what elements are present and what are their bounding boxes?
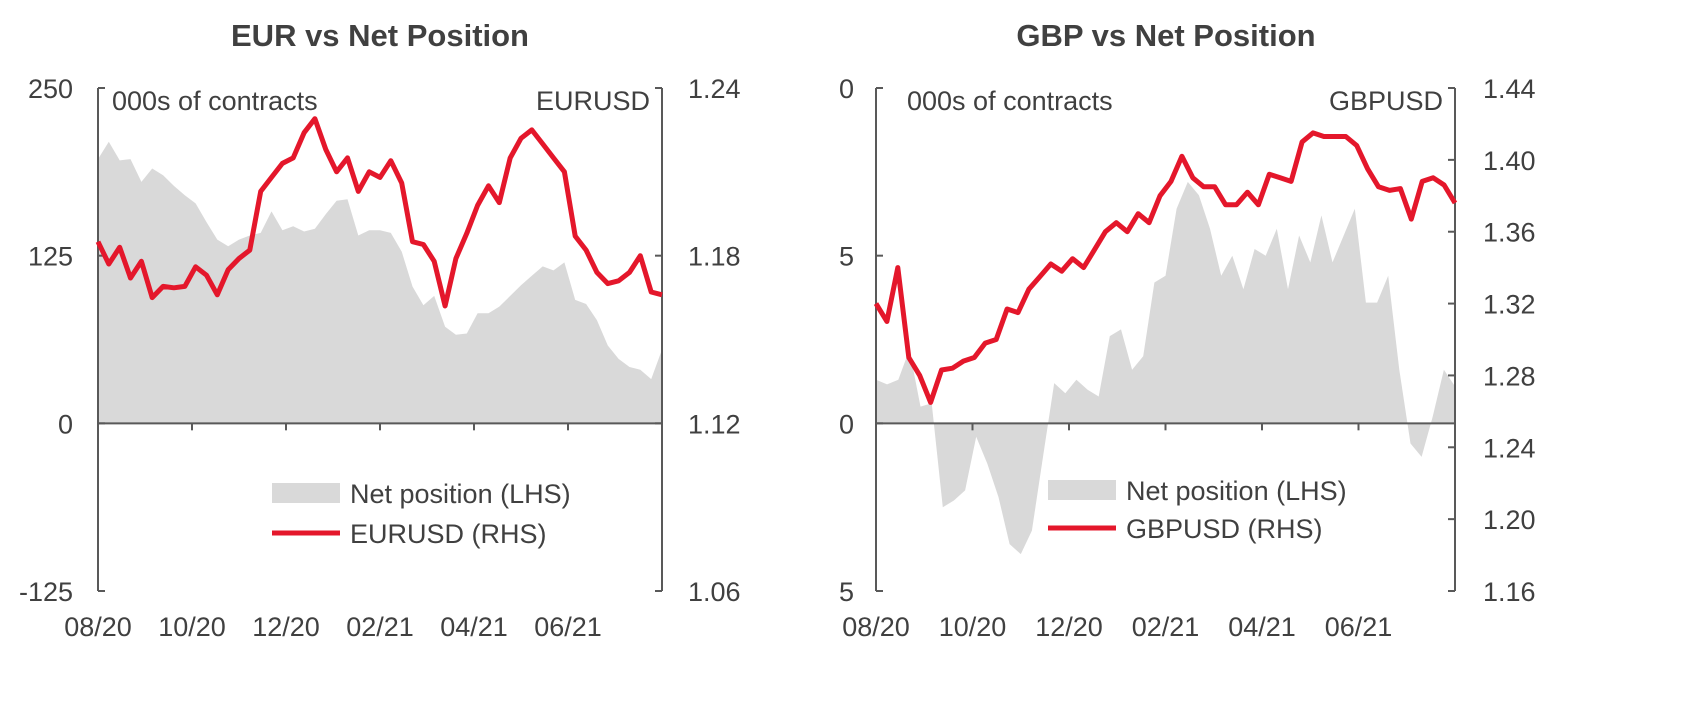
x-tick-label: 12/20 [1035, 612, 1103, 642]
net-position-area [98, 141, 662, 424]
legend-line-label: GBPUSD (RHS) [1126, 514, 1323, 544]
right-tick-label: 1.06 [688, 577, 741, 607]
x-tick-label: 02/21 [346, 612, 414, 642]
left-tick-label: -25 [840, 577, 854, 607]
x-tick-label: 08/20 [64, 612, 132, 642]
gbp-chart-svg: 50 25 0 -25 1.44 1.40 1.36 1.32 1.28 1.24 1.20 1.16… [840, 74, 1536, 642]
x-tick-label: 10/20 [939, 612, 1007, 642]
x-tick-label: 10/20 [158, 612, 226, 642]
right-tick-label: 1.18 [688, 242, 741, 272]
eur-chart-panel: EUR vs Net Position 250 125 0 -125 1.24 1.18 1… [0, 0, 830, 703]
left-tick-label: 250 [28, 74, 73, 104]
x-tick-label: 06/21 [534, 612, 602, 642]
x-tick-label: 08/20 [842, 612, 910, 642]
left-tick-label: 0 [840, 409, 854, 439]
gbp-chart-panel: GBP vs Net Position 50 25 0 -25 1.44 1.40 1.36… [840, 0, 1693, 703]
net-position-area [876, 181, 1455, 555]
right-tick-label: 1.44 [1483, 74, 1536, 104]
legend-area-label: Net position (LHS) [1126, 476, 1347, 506]
left-tick-label: 50 [840, 74, 854, 104]
x-tick-label: 12/20 [252, 612, 320, 642]
legend-line-label: EURUSD (RHS) [350, 519, 547, 549]
left-tick-label: 25 [840, 242, 854, 272]
x-tick-label: 04/21 [440, 612, 508, 642]
legend-area-swatch [1048, 480, 1116, 500]
right-tick-label: 1.40 [1483, 146, 1536, 176]
right-tick-label: 1.24 [1483, 433, 1536, 463]
chart-title: GBP vs Net Position [1016, 18, 1316, 53]
x-tick-label: 04/21 [1228, 612, 1296, 642]
x-tick-label: 06/21 [1325, 612, 1393, 642]
units-label: 000s of contracts [907, 86, 1113, 116]
left-tick-label: 0 [58, 409, 73, 439]
right-tick-label: 1.32 [1483, 290, 1536, 320]
legend-area-label: Net position (LHS) [350, 479, 571, 509]
right-tick-label: 1.20 [1483, 505, 1536, 535]
units-label: 000s of contracts [112, 86, 318, 116]
right-tick-label: 1.36 [1483, 218, 1536, 248]
currency-pair-label: GBPUSD [1329, 86, 1443, 116]
fx-rate-line [873, 130, 1458, 405]
right-tick-label: 1.16 [1483, 577, 1536, 607]
fx-rate-line [95, 116, 663, 309]
eur-chart-svg: 250 125 0 -125 1.24 1.18 1.12 1.06 08/20 10/20 12/… [19, 74, 741, 642]
left-tick-label: 125 [28, 242, 73, 272]
currency-pair-label: EURUSD [536, 86, 650, 116]
right-tick-label: 1.24 [688, 74, 741, 104]
left-tick-label: -125 [19, 577, 73, 607]
right-tick-label: 1.28 [1483, 361, 1536, 391]
x-tick-label: 02/21 [1132, 612, 1200, 642]
chart-title: EUR vs Net Position [231, 18, 529, 53]
right-tick-label: 1.12 [688, 409, 741, 439]
legend-area-swatch [272, 483, 340, 503]
